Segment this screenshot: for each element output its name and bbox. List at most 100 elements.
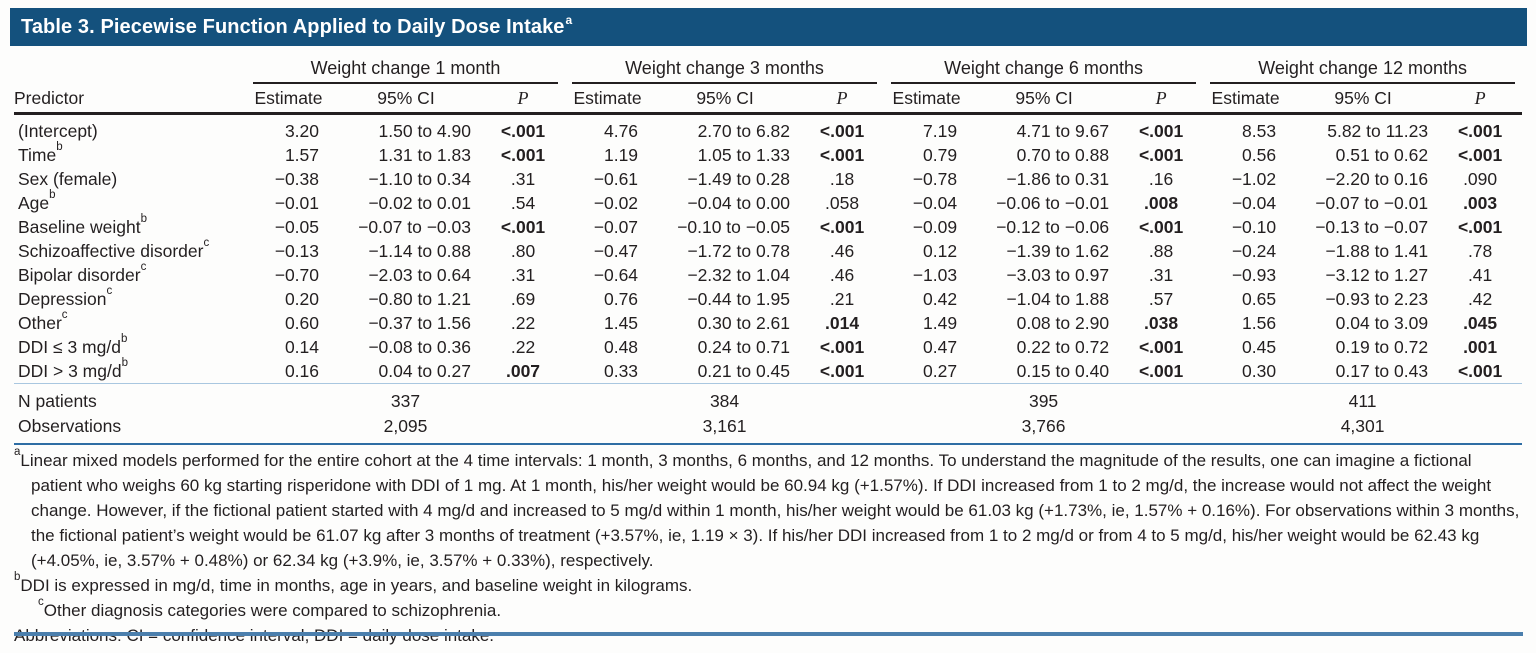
estimate-cell: 0.45 xyxy=(1242,336,1277,357)
summary-row: Observations 2,095 3,161 3,766 4,301 xyxy=(14,414,1523,445)
footnote-marker: b xyxy=(49,188,56,201)
estimate-cell: 0.65 xyxy=(1242,288,1277,309)
estimate-cell: −0.24 xyxy=(1231,240,1277,261)
group-label: Weight change 6 months xyxy=(891,58,1197,84)
estimate-cell: −0.01 xyxy=(274,192,319,213)
ci-cell: 1.31 to 1.83 xyxy=(378,144,471,165)
ci-cell: −0.37 to 1.56 xyxy=(368,312,471,333)
ci-cell: −1.10 to 0.34 xyxy=(368,168,471,189)
p-value-cell: .003 xyxy=(1463,192,1498,213)
summary-label: N patients xyxy=(14,383,246,414)
ci-cell: 0.70 to 0.88 xyxy=(1016,144,1110,165)
table-row: Bipolar disorderc −0.70 −2.03 to 0.64 .31 −0… xyxy=(14,260,1522,287)
p-value-cell: .014 xyxy=(825,312,860,333)
p-value-cell: .21 xyxy=(829,288,855,309)
ci-column-header: 95% CI xyxy=(1288,84,1439,115)
p-value-cell: .31 xyxy=(510,168,536,189)
footnote-marker: c xyxy=(61,308,68,321)
ci-cell: 0.04 to 0.27 xyxy=(378,360,471,381)
p-value-cell: <.001 xyxy=(1457,120,1503,141)
ci-cell: −1.14 to 0.88 xyxy=(368,240,471,261)
summary-value: 337 xyxy=(246,383,566,414)
p-value-cell: .18 xyxy=(829,168,855,189)
estimate-cell: −1.02 xyxy=(1231,168,1277,189)
predictor-cell: Bipolar disorderc xyxy=(18,260,147,285)
ci-cell: 5.82 to 11.23 xyxy=(1327,120,1429,141)
estimate-cell: 1.57 xyxy=(284,144,319,165)
estimate-cell: −0.38 xyxy=(274,168,319,189)
p-column-header: P xyxy=(800,84,885,115)
footnote-marker: b xyxy=(120,332,128,345)
estimate-cell: 0.48 xyxy=(603,336,639,357)
ci-cell: 1.50 to 4.90 xyxy=(378,120,471,141)
ci-cell: 0.21 to 0.45 xyxy=(697,360,791,381)
group-header-1month: Weight change 1 month xyxy=(246,54,565,84)
group-header-3months: Weight change 3 months xyxy=(565,54,884,84)
footnote-marker: b xyxy=(56,140,63,153)
summary-value: 4,301 xyxy=(1203,414,1523,445)
estimate-cell: −0.05 xyxy=(274,216,319,237)
estimate-cell: −0.47 xyxy=(593,240,639,261)
ci-cell: −1.88 to 1.41 xyxy=(1325,240,1429,261)
predictor-cell: Schizoaffective disorderc xyxy=(18,236,210,261)
p-value-cell: <.001 xyxy=(819,120,865,141)
table-row: DDI > 3 mg/db 0.16 0.04 to 0.27 .007 0.33 0.2… xyxy=(14,357,1522,384)
estimate-cell: −0.78 xyxy=(912,168,958,189)
estimate-cell: 3.20 xyxy=(284,120,319,141)
p-value-cell: <.001 xyxy=(1138,336,1184,357)
ci-cell: 0.17 to 0.43 xyxy=(1335,360,1429,381)
ci-cell: −3.03 to 0.97 xyxy=(1006,264,1110,285)
title-footnote-marker: a xyxy=(565,13,573,28)
footnote-marker: c xyxy=(38,595,44,608)
bottom-rule xyxy=(14,632,1523,636)
ci-cell: −0.07 to −0.01 xyxy=(1315,192,1429,213)
footnotes: aLinear mixed models performed for the e… xyxy=(14,446,1526,648)
p-value-cell: .058 xyxy=(825,192,860,213)
p-value-cell: <.001 xyxy=(1457,216,1503,237)
predictor-cell: Ageb xyxy=(18,188,56,213)
ci-column-header: 95% CI xyxy=(969,84,1120,115)
estimate-cell: 7.19 xyxy=(923,120,958,141)
ci-cell: 0.22 to 0.72 xyxy=(1016,336,1110,357)
summary-value: 3,161 xyxy=(565,414,885,445)
p-value-cell: .41 xyxy=(1467,264,1493,285)
p-value-cell: .008 xyxy=(1144,192,1179,213)
ci-column-header: 95% CI xyxy=(650,84,801,115)
ci-cell: −0.07 to −0.03 xyxy=(358,216,471,237)
p-value-cell: <.001 xyxy=(819,144,865,165)
ci-cell: −0.13 to −0.07 xyxy=(1315,216,1429,237)
ci-cell: −2.32 to 1.04 xyxy=(687,264,791,285)
table-body: (Intercept) 3.20 1.50 to 4.90 <.001 4.76 2.70… xyxy=(14,114,1522,384)
predictor-cell: Timeb xyxy=(18,140,63,165)
estimate-cell: −0.64 xyxy=(593,264,639,285)
estimate-cell: 0.33 xyxy=(603,360,639,381)
column-group-header-row: Weight change 1 month Weight change 3 mo… xyxy=(14,54,1522,84)
p-value-cell: .46 xyxy=(829,264,855,285)
ci-cell: −3.12 to 1.27 xyxy=(1325,264,1429,285)
p-value-cell: .090 xyxy=(1463,168,1498,189)
estimate-cell: 1.49 xyxy=(923,312,958,333)
estimate-cell: −0.09 xyxy=(912,216,958,237)
table-row: (Intercept) 3.20 1.50 to 4.90 <.001 4.76 2.70… xyxy=(14,114,1522,144)
footnote-marker: c xyxy=(203,236,210,249)
ci-column-header: 95% CI xyxy=(331,84,481,115)
footnote-marker: c xyxy=(106,284,113,297)
estimate-cell: 0.20 xyxy=(284,288,319,309)
predictor-cell: Otherc xyxy=(18,308,68,333)
summary-value: 3,766 xyxy=(884,414,1204,445)
estimate-cell: −0.61 xyxy=(593,168,639,189)
estimate-cell: 1.19 xyxy=(603,144,639,165)
estimate-column-header: Estimate xyxy=(884,84,970,115)
ci-cell: −1.49 to 0.28 xyxy=(687,168,791,189)
table-title: Table 3. Piecewise Function Applied to D… xyxy=(21,13,573,38)
ci-cell: −1.72 to 0.78 xyxy=(687,240,791,261)
ci-cell: 2.70 to 6.82 xyxy=(697,120,791,141)
footnote-text: Linear mixed models performed for the en… xyxy=(20,451,1520,570)
ci-cell: −0.08 to 0.36 xyxy=(368,336,471,357)
ci-cell: −0.44 to 1.95 xyxy=(687,288,791,309)
ci-cell: 1.05 to 1.33 xyxy=(697,144,791,165)
estimate-cell: 0.76 xyxy=(603,288,639,309)
estimate-cell: 0.56 xyxy=(1242,144,1277,165)
p-value-cell: .16 xyxy=(1148,168,1174,189)
estimate-cell: 0.16 xyxy=(284,360,319,381)
